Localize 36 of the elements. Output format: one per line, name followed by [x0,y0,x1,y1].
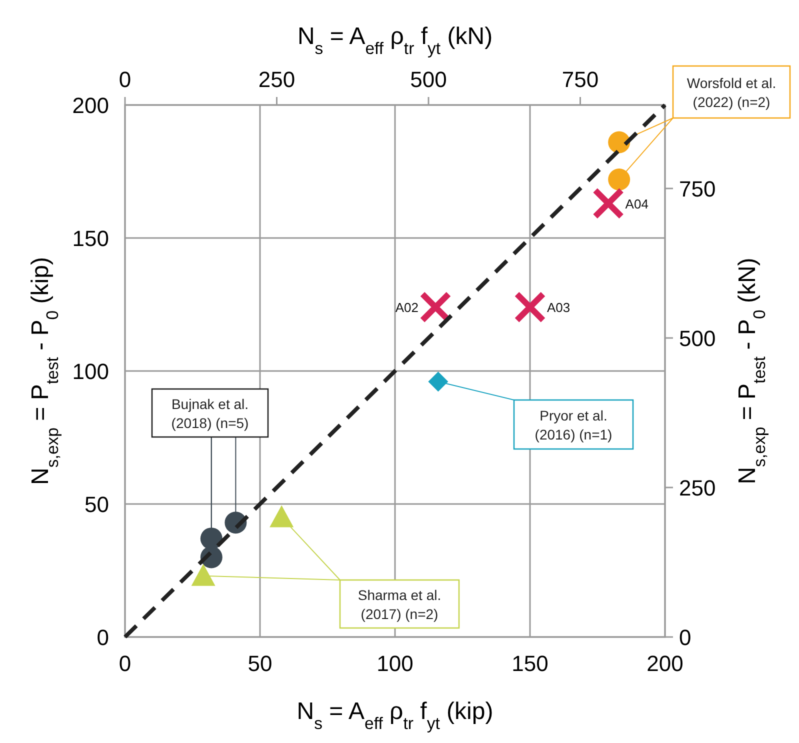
x2-tick-label: 750 [562,67,599,92]
x2-tick-label: 0 [118,67,132,92]
y2-tick-label: 250 [679,475,716,500]
y2-tick-label: 0 [679,625,692,650]
y2-tick-label: 750 [679,176,716,202]
x-tick-label: 150 [512,651,548,676]
text: Bujnak et al. (2018) (n=5) [171,396,249,431]
point [200,528,222,550]
x-tick-label: 100 [376,651,414,676]
annotation: A02 [395,300,418,316]
annotation: A03 [547,300,570,316]
y-tick-label: 100 [72,359,109,384]
text: Pryor et al. (2016) (n=1) [534,408,612,442]
text: N$_{s}$ = A$_{eff}$ ρ$_{tr}$ f$_{yt}$ (kip) [296,698,494,732]
annotation: A04 [625,196,648,212]
point [420,291,452,324]
y-tick-label: 50 [84,492,109,517]
point [428,372,448,392]
point [270,505,294,528]
point [608,168,630,190]
y-tick-label: 150 [72,226,109,251]
x2-tick-label: 250 [258,67,296,92]
text: Worsfold et al. (2022) (n=2) [686,75,776,110]
y2-tick-label: 500 [679,326,716,351]
y-tick-label: 0 [96,625,109,650]
x2-tick-label: 500 [410,67,447,92]
x-tick-label: 200 [646,651,684,676]
x-tick-label: 0 [118,651,132,676]
point [608,131,630,154]
text: N$_{s}$ = A$_{eff}$ ρ$_{tr}$ f$_{yt}$ (kN) [297,23,493,58]
text: Sharma et al. (2017) (n=2) [358,587,442,622]
y-tick-label: 200 [72,93,109,118]
point [191,564,216,586]
point [514,291,546,324]
x-tick-label: 50 [248,651,272,676]
point [592,187,624,220]
